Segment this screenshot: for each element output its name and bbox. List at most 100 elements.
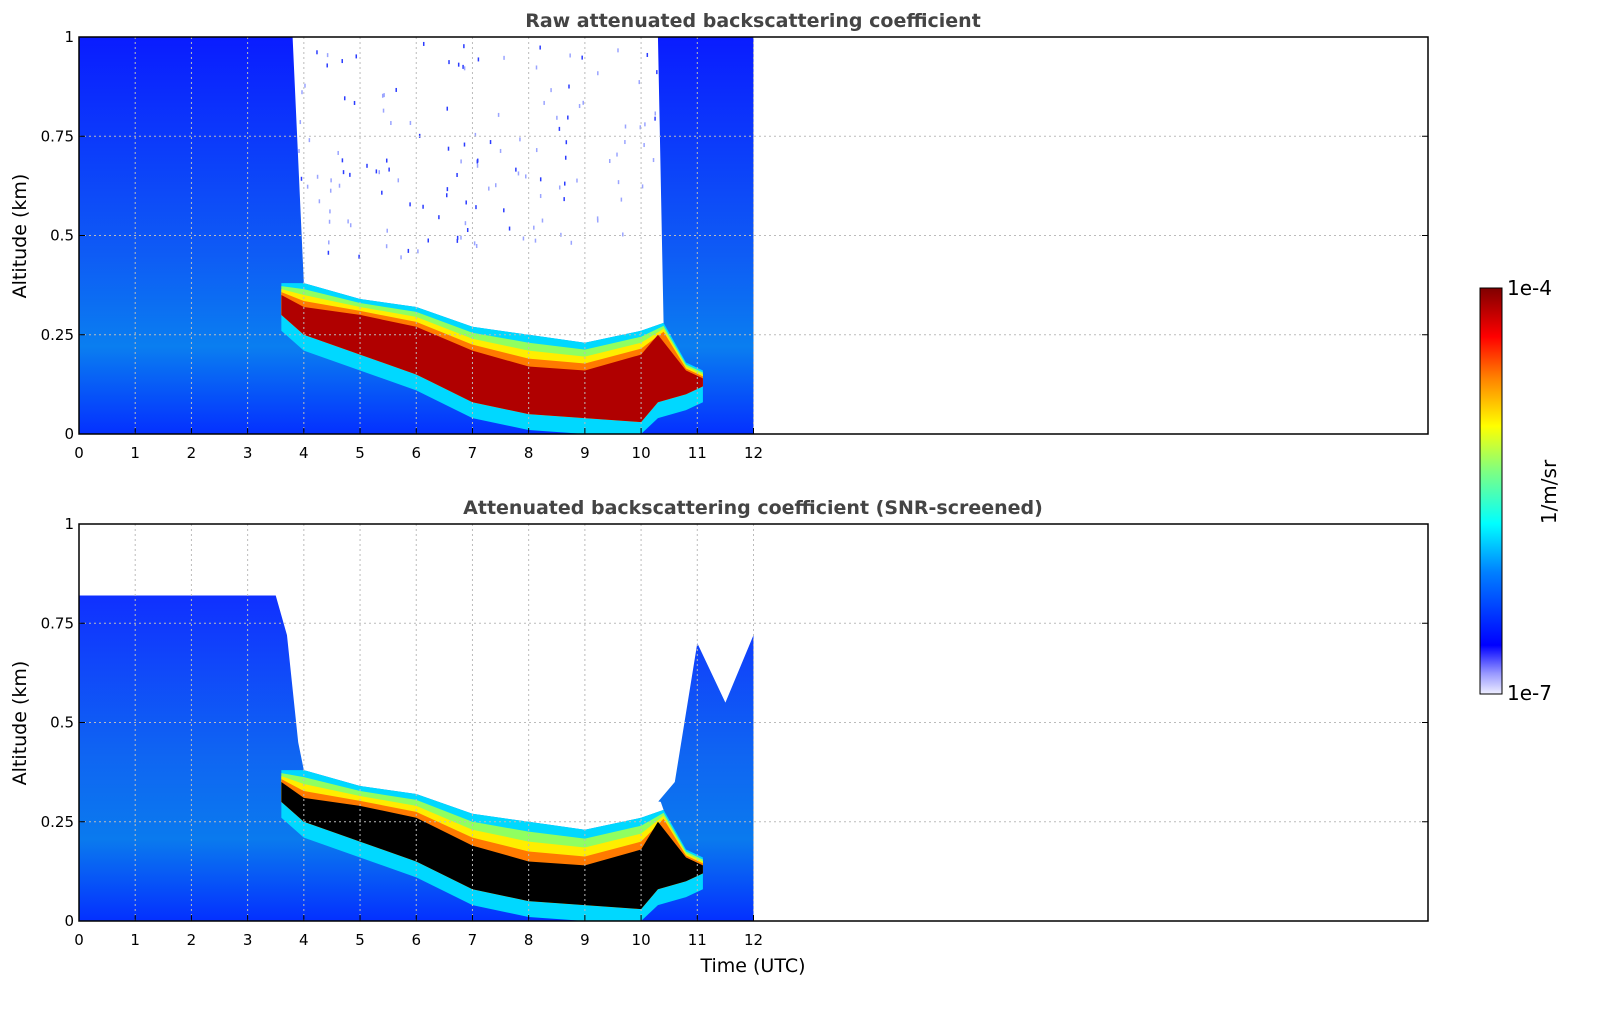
noise-speckle xyxy=(463,44,465,49)
noise-speckle xyxy=(503,55,505,60)
x-tick-label: 6 xyxy=(411,931,421,949)
noise-speckle xyxy=(397,178,400,183)
noise-speckle xyxy=(337,150,339,155)
noise-speckle xyxy=(343,96,346,101)
y-tick-label: 1 xyxy=(64,515,74,533)
noise-speckle xyxy=(358,254,360,259)
y-tick-label: 0 xyxy=(64,912,74,930)
noise-speckle xyxy=(382,108,385,113)
x-tick-label: 7 xyxy=(468,931,478,949)
x-tick-label: 5 xyxy=(355,444,365,462)
noise-speckle xyxy=(608,159,611,164)
noise-speckle xyxy=(564,155,567,160)
noise-speckle xyxy=(558,126,561,131)
noise-speckle xyxy=(341,59,343,64)
grid xyxy=(78,523,1428,922)
noise-speckle xyxy=(328,240,330,245)
noise-speckle xyxy=(456,172,458,177)
chart-title: Attenuated backscattering coefficient (S… xyxy=(463,497,1043,519)
grid xyxy=(78,36,1428,435)
noise-speckle xyxy=(476,158,479,163)
noise-speckle xyxy=(447,146,450,151)
noise-speckle xyxy=(308,138,311,143)
noise-speckle xyxy=(466,228,469,233)
noise-speckle xyxy=(378,170,381,175)
noise-speckle xyxy=(489,140,492,145)
cloud-layer-core xyxy=(281,295,703,423)
noise-speckle xyxy=(641,184,644,189)
noise-speckle xyxy=(349,223,352,228)
colorbar-max-label: 1e-4 xyxy=(1507,276,1552,300)
noise-speckle xyxy=(622,232,624,237)
noise-speckle xyxy=(497,112,500,117)
x-tick-label: 12 xyxy=(744,444,763,462)
noise-speckle xyxy=(556,115,558,120)
noise-speckle xyxy=(638,80,641,85)
y-tick-label: 1 xyxy=(64,28,74,46)
x-axis: 0 1 2 3 4 5 6 7 8 9 10 11 12 xyxy=(74,428,763,462)
noise-speckle xyxy=(301,90,303,95)
x-tick-label: 11 xyxy=(688,931,707,949)
noise-speckle xyxy=(341,158,344,163)
x-tick-label: 5 xyxy=(355,931,365,949)
noise-speckle xyxy=(427,238,430,243)
noise-speckle xyxy=(543,100,545,105)
noise-speckle xyxy=(388,167,390,172)
noise-speckle xyxy=(326,63,328,68)
noise-speckle xyxy=(438,215,440,220)
y-tick-label: 0.25 xyxy=(41,813,74,831)
noise-speckle xyxy=(570,240,573,245)
noise-speckle xyxy=(578,104,581,109)
noise-speckle xyxy=(597,71,599,76)
noise-speckle xyxy=(383,93,385,98)
y-axis-label: Altitude (km) xyxy=(9,174,31,299)
noise-speckle xyxy=(654,116,656,121)
noise-speckle xyxy=(342,170,345,175)
noise-speckle xyxy=(381,190,383,195)
noise-speckle xyxy=(375,169,378,174)
noise-speckle xyxy=(541,218,544,223)
noise-speckle xyxy=(330,178,332,183)
noise-speckle xyxy=(385,158,388,163)
noise-speckle xyxy=(522,236,525,241)
noise-speckle xyxy=(596,216,599,221)
noise-speckle xyxy=(652,158,655,163)
noise-speckle xyxy=(569,53,571,58)
noise-speckle xyxy=(460,159,462,164)
clear-sky-region xyxy=(292,37,664,343)
noise-speckle xyxy=(448,60,450,65)
noise-speckle xyxy=(581,55,583,60)
noise-speckle xyxy=(475,205,477,210)
noise-speckle xyxy=(329,209,331,214)
raw-backscatter-panel: Raw attenuated backscattering coefficien… xyxy=(9,10,1429,462)
noise-speckle xyxy=(643,143,645,148)
snr-screened-backscatter-panel: Attenuated backscattering coefficient (S… xyxy=(9,497,1429,977)
noise-speckle xyxy=(620,197,623,202)
noise-speckle xyxy=(535,65,538,70)
x-tick-label: 10 xyxy=(632,931,651,949)
noise-speckle xyxy=(338,183,341,188)
noise-speckle xyxy=(400,255,402,260)
y-axis: 0 0.25 0.5 0.75 1 xyxy=(41,28,1428,443)
x-tick-label: 4 xyxy=(299,444,309,462)
noise-speckle xyxy=(476,163,479,168)
x-tick-label: 2 xyxy=(187,444,197,462)
x-tick-label: 8 xyxy=(524,931,534,949)
noise-speckle xyxy=(407,248,410,253)
noise-speckle xyxy=(525,174,527,179)
x-tick-label: 8 xyxy=(524,444,534,462)
x-tick-label: 12 xyxy=(744,931,763,949)
noise-speckle xyxy=(462,64,464,69)
x-tick-label: 0 xyxy=(74,444,84,462)
noise-speckle xyxy=(568,84,570,89)
x-tick-label: 3 xyxy=(243,444,253,462)
noise-speckle xyxy=(533,225,535,230)
colorbar-min-label: 1e-7 xyxy=(1507,681,1552,705)
noise-speckle xyxy=(473,241,476,246)
noise-speckle xyxy=(576,178,578,183)
noise-speckle xyxy=(353,100,356,105)
noise-speckle xyxy=(475,243,478,248)
noise-speckle xyxy=(644,122,646,127)
noise-speckle xyxy=(417,249,419,254)
